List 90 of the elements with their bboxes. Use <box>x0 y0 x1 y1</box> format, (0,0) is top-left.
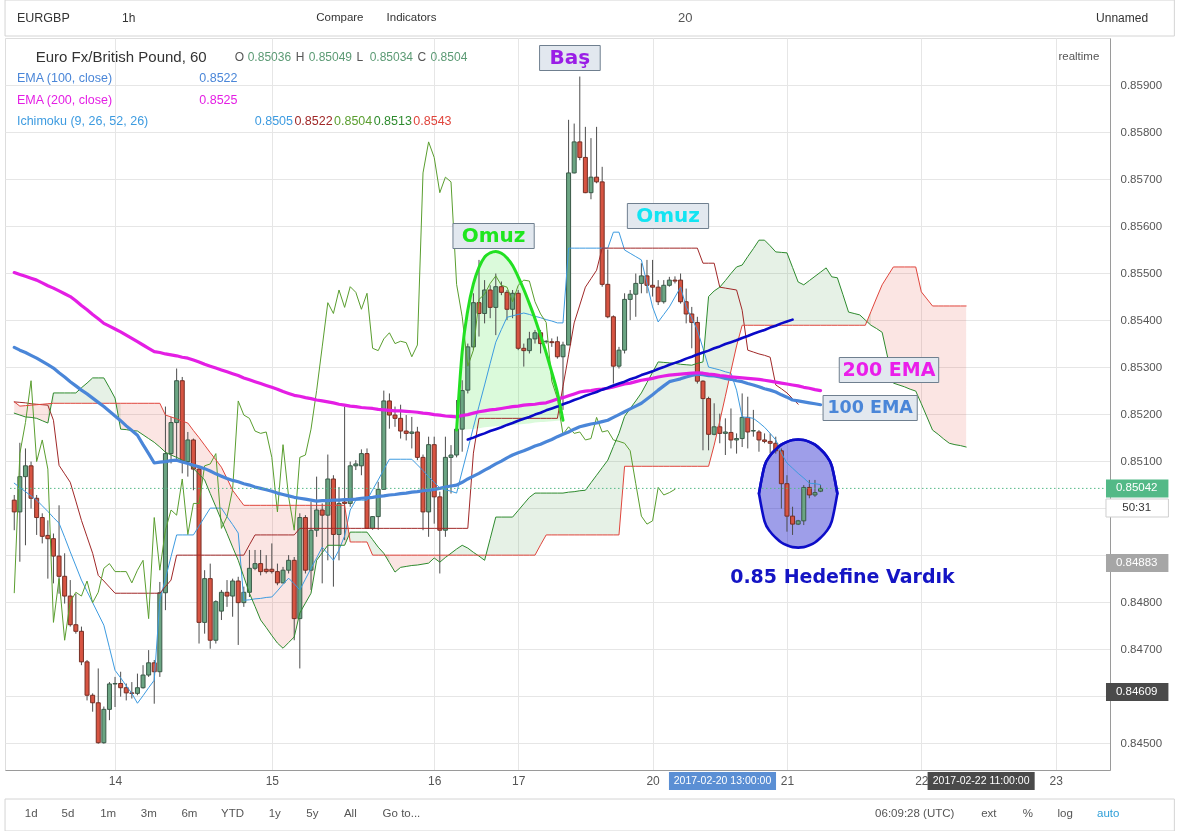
candlestick <box>745 396 751 449</box>
x-tick-label: 22 <box>915 773 929 788</box>
y-tick-label: 0.85900 <box>1120 78 1163 91</box>
y-tick-label: 0.85400 <box>1120 313 1163 326</box>
annotation: 100 EMA <box>827 397 914 417</box>
annotation: 200 EMA <box>842 358 936 380</box>
text: 20 <box>677 10 693 25</box>
candlestick <box>235 576 241 646</box>
y-tick-label: 0.85200 <box>1120 407 1163 420</box>
candlestick <box>482 279 488 324</box>
line-series <box>466 318 794 441</box>
candlestick <box>409 416 415 449</box>
text: EMA (100, close) <box>16 71 113 85</box>
text: Compare <box>316 11 364 23</box>
text: O 0.85036 H 0.85049 L 0.85034 C 0.8504 <box>234 50 468 64</box>
annotation: Omuz <box>461 223 526 247</box>
y-tick-label: 0.85100 <box>1120 454 1163 467</box>
x-tick-label: 21 <box>780 773 795 788</box>
y-tick-label: 0.84800 <box>1120 595 1163 608</box>
text: auto <box>1097 807 1120 819</box>
text: 5d <box>61 807 75 819</box>
y-tick-label: 0.85800 <box>1120 125 1163 138</box>
y-tick-label: 0.85300 <box>1120 360 1163 373</box>
ref-line-label: 0.85042 <box>1115 481 1158 494</box>
line-series <box>12 345 823 503</box>
text: % <box>1022 807 1033 819</box>
candlestick <box>728 407 734 449</box>
candlestick <box>11 494 17 531</box>
annotation: 0.8522 <box>199 71 238 85</box>
text: 1y <box>268 807 282 819</box>
text: 06:09:28 (UTC) <box>875 807 955 819</box>
annotation: 0.8525 <box>199 93 238 107</box>
text: Ichimoku (9, 26, 52, 26) <box>16 114 149 128</box>
x-tick-label: 14 <box>108 773 123 788</box>
text: 2017-02-20 13:00:00 <box>673 774 772 786</box>
text: 1h <box>121 11 136 25</box>
line-series <box>12 271 823 419</box>
candlestick <box>230 578 236 618</box>
annotation: 0.8543 <box>413 114 452 128</box>
text: 6m <box>181 807 198 819</box>
x-tick-label: 20 <box>646 773 661 788</box>
text: Go to... <box>382 807 421 819</box>
text: 1d <box>24 807 38 819</box>
candlestick <box>750 409 756 438</box>
text: ext <box>981 807 998 819</box>
candlestick <box>588 137 594 200</box>
text: 1m <box>100 807 117 819</box>
annotation: 0.8505 <box>254 114 294 128</box>
text: Unnamed <box>1096 11 1149 25</box>
text: log <box>1057 807 1073 819</box>
line-series <box>757 438 839 495</box>
text: 3m <box>140 807 157 819</box>
text: All <box>343 807 357 819</box>
annotation: 0.8513 <box>373 114 412 128</box>
text: YTD <box>221 807 245 819</box>
candlestick <box>185 431 191 478</box>
candlestick <box>722 417 728 456</box>
y-tick-label: 0.84500 <box>1120 736 1163 749</box>
annotation: 0.8504 <box>334 114 373 128</box>
text: 0.84883 <box>1115 556 1158 568</box>
text: Euro Fx/British Pound, 60 <box>35 48 207 65</box>
text: 5y <box>306 807 319 819</box>
candlestick <box>319 502 325 584</box>
y-tick-label: 0.85700 <box>1120 172 1163 185</box>
y-tick-label: 0.85600 <box>1120 219 1163 232</box>
x-tick-label: 17 <box>512 773 526 788</box>
candlestick <box>812 479 818 498</box>
candlestick <box>487 284 493 319</box>
candlestick <box>493 273 499 336</box>
y-tick-label: 0.84700 <box>1120 642 1163 655</box>
annotation: Baş <box>549 45 591 69</box>
candlestick <box>342 406 348 541</box>
text: 0.84609 <box>1115 685 1158 697</box>
line-series <box>13 266 967 556</box>
y-tick-label: 0.85500 <box>1120 266 1163 279</box>
x-tick-label: 15 <box>265 773 280 788</box>
candlestick <box>224 579 230 608</box>
text: 2017-02-22 11:00:00 <box>932 774 1030 786</box>
annotation: Omuz <box>636 203 700 227</box>
text: Indicators <box>386 11 437 23</box>
text: EMA (200, close) <box>16 92 113 107</box>
text: EURGBP <box>16 11 70 25</box>
annotation: 0.8522 <box>294 114 333 128</box>
annotation: realtime <box>1058 50 1100 62</box>
candlestick <box>806 479 812 499</box>
x-tick-label: 16 <box>428 773 442 788</box>
annotation: 0.85 Hedefine Vardık <box>730 565 955 587</box>
text: 50:31 <box>1122 501 1152 513</box>
x-tick-label: 23 <box>1049 773 1064 788</box>
candlestick <box>711 402 717 436</box>
